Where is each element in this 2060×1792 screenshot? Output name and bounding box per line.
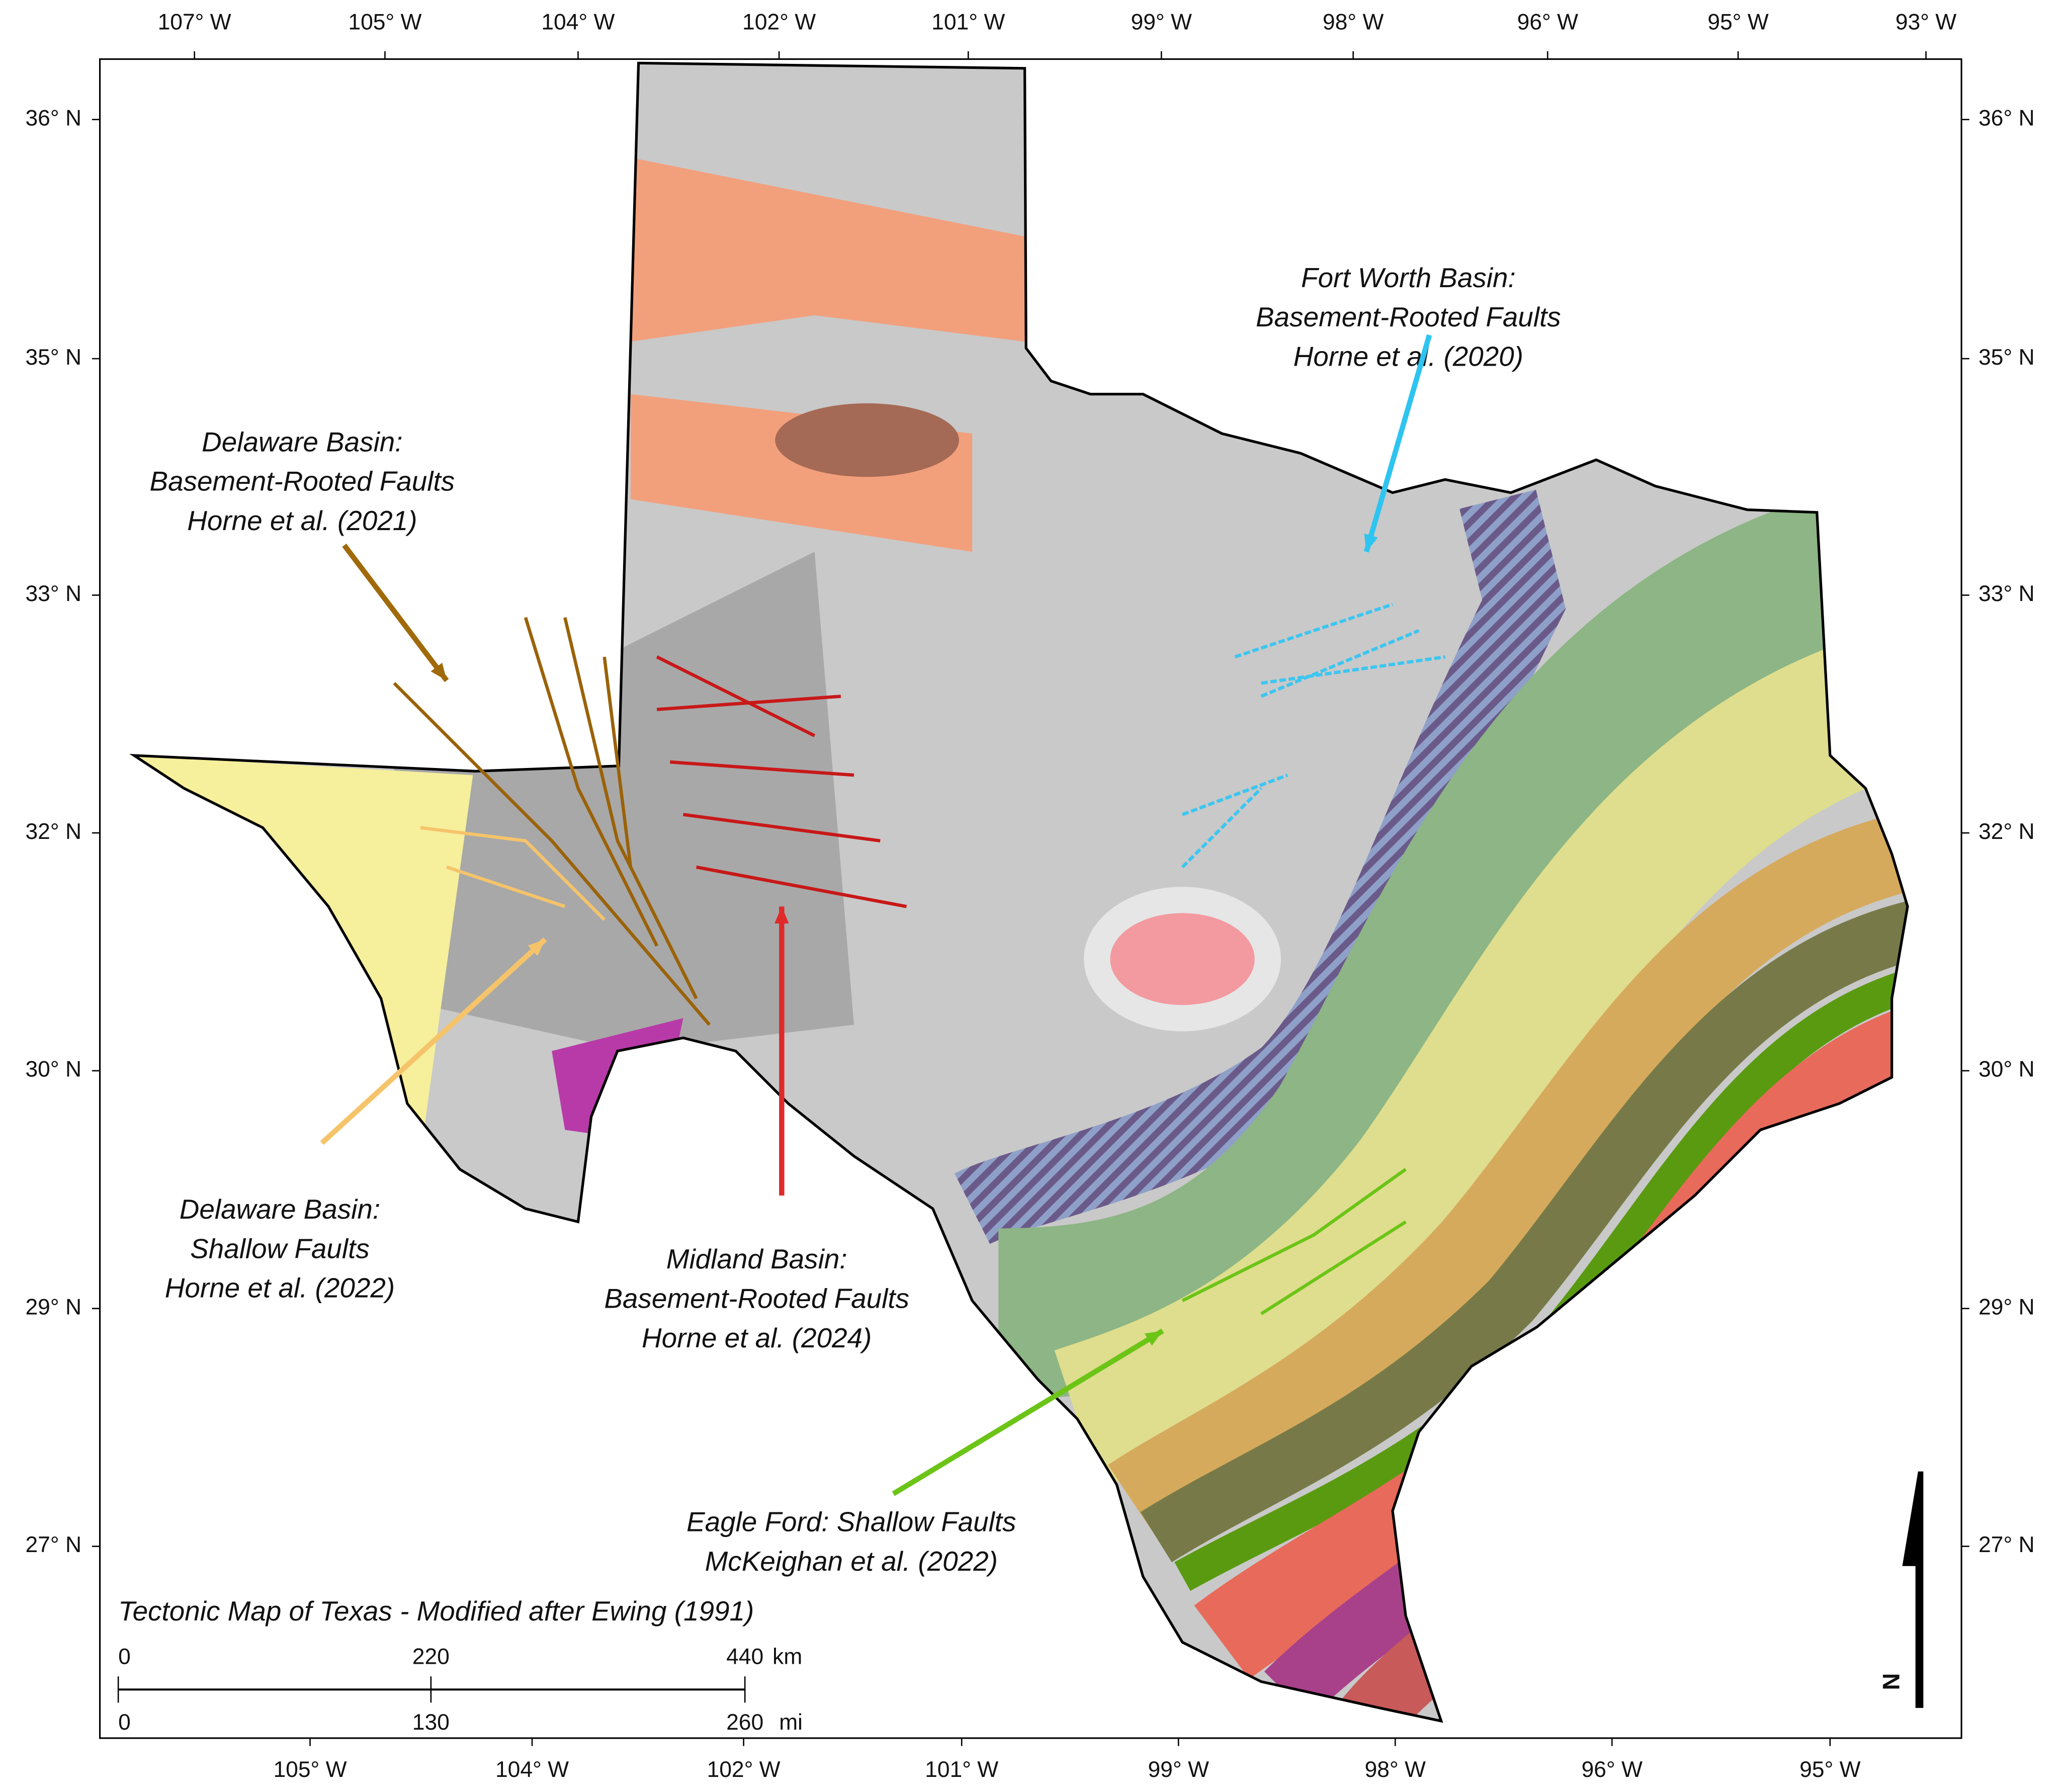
annotation-arrow	[892, 1328, 1164, 1496]
band-1	[998, 467, 1908, 1399]
scale-mi-label: 130	[412, 1710, 450, 1735]
right-tick-label: 27° N	[1979, 1532, 2035, 1557]
left-tick-label: 30° N	[25, 1057, 81, 1082]
annotation-text: Shallow Faults	[190, 1233, 370, 1264]
scale-km-label: 220	[412, 1644, 450, 1669]
annotation-text: Delaware Basin:	[202, 426, 402, 457]
midland-faults	[656, 655, 907, 908]
annotation-text: Horne et al. (2022)	[165, 1272, 395, 1304]
scale-km-label: 440	[726, 1644, 763, 1669]
texas-outline	[129, 61, 1909, 1723]
right-tick-label: 29° N	[1979, 1295, 2035, 1319]
band-2	[1054, 612, 1908, 1488]
top-tick-label: 102° W	[742, 10, 816, 35]
band-4	[1140, 890, 1908, 1563]
top-tick-label: 95° W	[1707, 10, 1768, 35]
bottom-tick-label: 105° W	[273, 1757, 347, 1782]
annotation-text: Fort Worth Basin:	[1301, 262, 1516, 293]
annotation-arrow	[1363, 334, 1432, 553]
right-tick-label: 36° N	[1979, 106, 2035, 130]
right-tick-label: 33° N	[1979, 581, 2035, 606]
scale-km-unit: km	[772, 1644, 802, 1669]
arrow-head	[1364, 533, 1378, 552]
top-tick-label: 101° W	[931, 10, 1005, 35]
top-tick-label: 105° W	[348, 10, 421, 35]
scale-mi-label: 260	[726, 1710, 763, 1735]
arrow-head	[431, 662, 447, 681]
bottom-tick-label: 102° W	[707, 1757, 781, 1782]
top-tick-label: 99° W	[1131, 10, 1192, 35]
panhandle-uplift	[630, 157, 1025, 342]
right-tick-label: 30° N	[1979, 1057, 2035, 1082]
bottom-tick-label: 98° W	[1365, 1757, 1426, 1782]
delaware-basement-faults	[393, 617, 711, 1026]
uplift-core	[775, 403, 959, 477]
right-tick-label: 32° N	[1979, 819, 2035, 844]
annotation-arrow	[320, 937, 547, 1145]
left-tick-label: 27° N	[25, 1532, 81, 1557]
left-tick-label: 35° N	[25, 345, 81, 370]
north-arrow-shape	[1902, 1471, 1924, 1708]
map-title: Tectonic Map of Texas - Modified after E…	[118, 1595, 754, 1627]
faults	[393, 603, 1445, 1315]
annotation-text: Basement-Rooted Faults	[150, 466, 455, 497]
arrow-head	[1144, 1331, 1163, 1346]
fort-worth-faults	[1181, 603, 1445, 869]
left-tick-label: 29° N	[25, 1295, 81, 1319]
annotation-text: Horne et al. (2020)	[1294, 341, 1523, 372]
top-tick-label: 96° W	[1517, 10, 1578, 35]
left-tick-label: 32° N	[25, 819, 81, 844]
llano-core	[1110, 913, 1255, 1005]
band-3	[1108, 801, 1908, 1531]
annotation-text: Horne et al. (2021)	[187, 505, 417, 536]
eagle-ford-faults	[1181, 1168, 1407, 1315]
delaware-shallow-faults	[420, 826, 606, 921]
arrow-head	[528, 939, 546, 956]
left-tick-label: 36° N	[25, 106, 81, 130]
annotation-text: Basement-Rooted Faults	[604, 1283, 909, 1314]
top-tick-label: 107° W	[158, 10, 231, 35]
top-tick-label: 104° W	[541, 10, 615, 35]
right-tick-label: 35° N	[1979, 345, 2035, 370]
left-tick-label: 33° N	[25, 581, 81, 606]
bottom-tick-label: 95° W	[1799, 1757, 1860, 1782]
annotation-text: Horne et al. (2024)	[642, 1322, 872, 1353]
annotation-text: Basement-Rooted Faults	[1256, 301, 1561, 332]
top-tick-label: 93° W	[1896, 10, 1956, 35]
bottom-tick-label: 96° W	[1582, 1757, 1643, 1782]
north-arrow: N	[1878, 1471, 1924, 1708]
bottom-tick-label: 101° W	[925, 1757, 998, 1782]
annotation-text: Delaware Basin:	[180, 1193, 380, 1225]
north-label: N	[1878, 1673, 1905, 1690]
scale-mi-label: 0	[118, 1710, 131, 1735]
annotation-text: McKeighan et al. (2022)	[705, 1546, 998, 1577]
bottom-tick-label: 104° W	[495, 1757, 569, 1782]
bottom-tick-label: 99° W	[1148, 1757, 1209, 1782]
top-tick-label: 98° W	[1323, 10, 1384, 35]
annotation-arrow	[342, 543, 449, 682]
annotation-text: Midland Basin:	[666, 1243, 847, 1274]
scale-mi-unit: mi	[779, 1710, 803, 1735]
scale-km-label: 0	[118, 1644, 131, 1669]
annotation-text: Eagle Ford: Shallow Faults	[686, 1506, 1016, 1538]
arrow-head	[775, 906, 789, 924]
